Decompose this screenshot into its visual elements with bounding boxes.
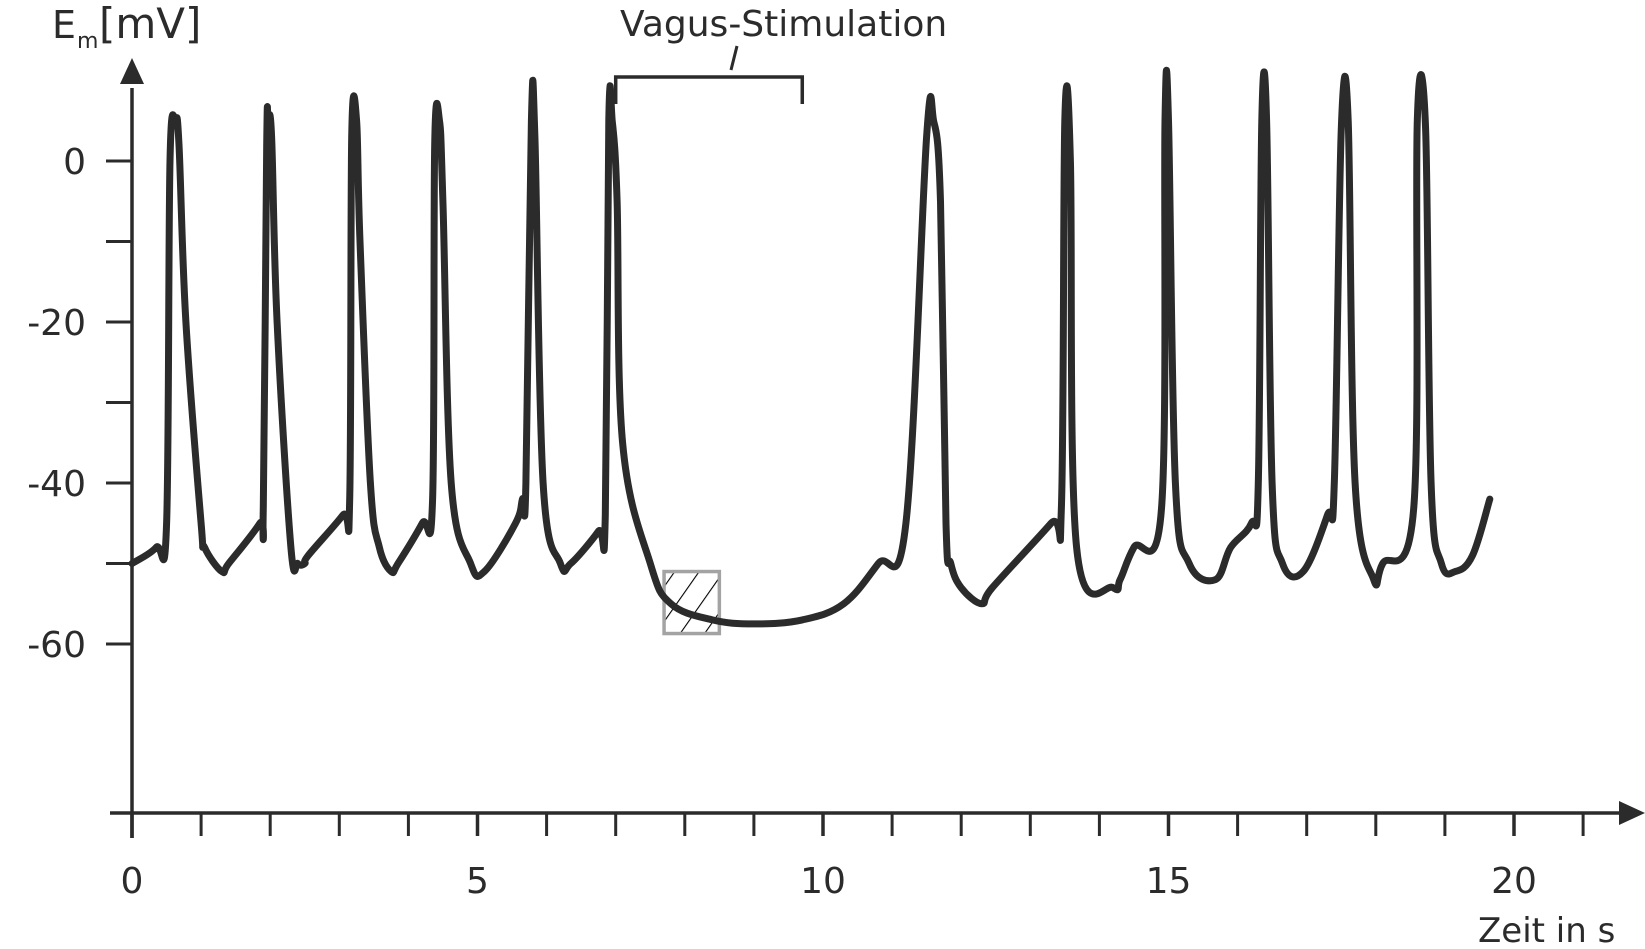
annotation-label: Vagus-Stimulation (620, 4, 947, 45)
x-ticks: 0 5 10 15 20 (121, 813, 1585, 902)
x-axis-label: Zeit in s (1478, 911, 1615, 949)
x-axis-arrow-icon (1619, 801, 1645, 825)
x-tick-label: 0 (121, 861, 144, 902)
vagus-stimulation-annotation: Vagus-Stimulation (613, 4, 947, 104)
x-tick-label: 5 (466, 861, 489, 902)
y-axis-arrow-icon (120, 58, 144, 84)
x-tick-label: 15 (1146, 861, 1192, 902)
y-tick-label: -60 (27, 625, 86, 666)
y-tick-label: -40 (27, 464, 86, 505)
y-tick-label: -20 (27, 303, 86, 344)
y-ticks: 0 -20 -40 -60 (27, 142, 132, 666)
stimulation-bracket (613, 75, 805, 104)
x-tick-label: 10 (800, 861, 846, 902)
x-tick-label: 20 (1491, 861, 1537, 902)
y-axis-label: E m [mV] (52, 0, 201, 54)
y-axis (120, 58, 144, 838)
y-label-main: E (52, 3, 76, 47)
y-tick-label: 0 (63, 142, 86, 183)
y-label-unit: [mV] (99, 0, 201, 48)
membrane-potential-trace (128, 66, 1494, 628)
x-axis (110, 801, 1645, 825)
y-label-sub: m (77, 29, 98, 54)
